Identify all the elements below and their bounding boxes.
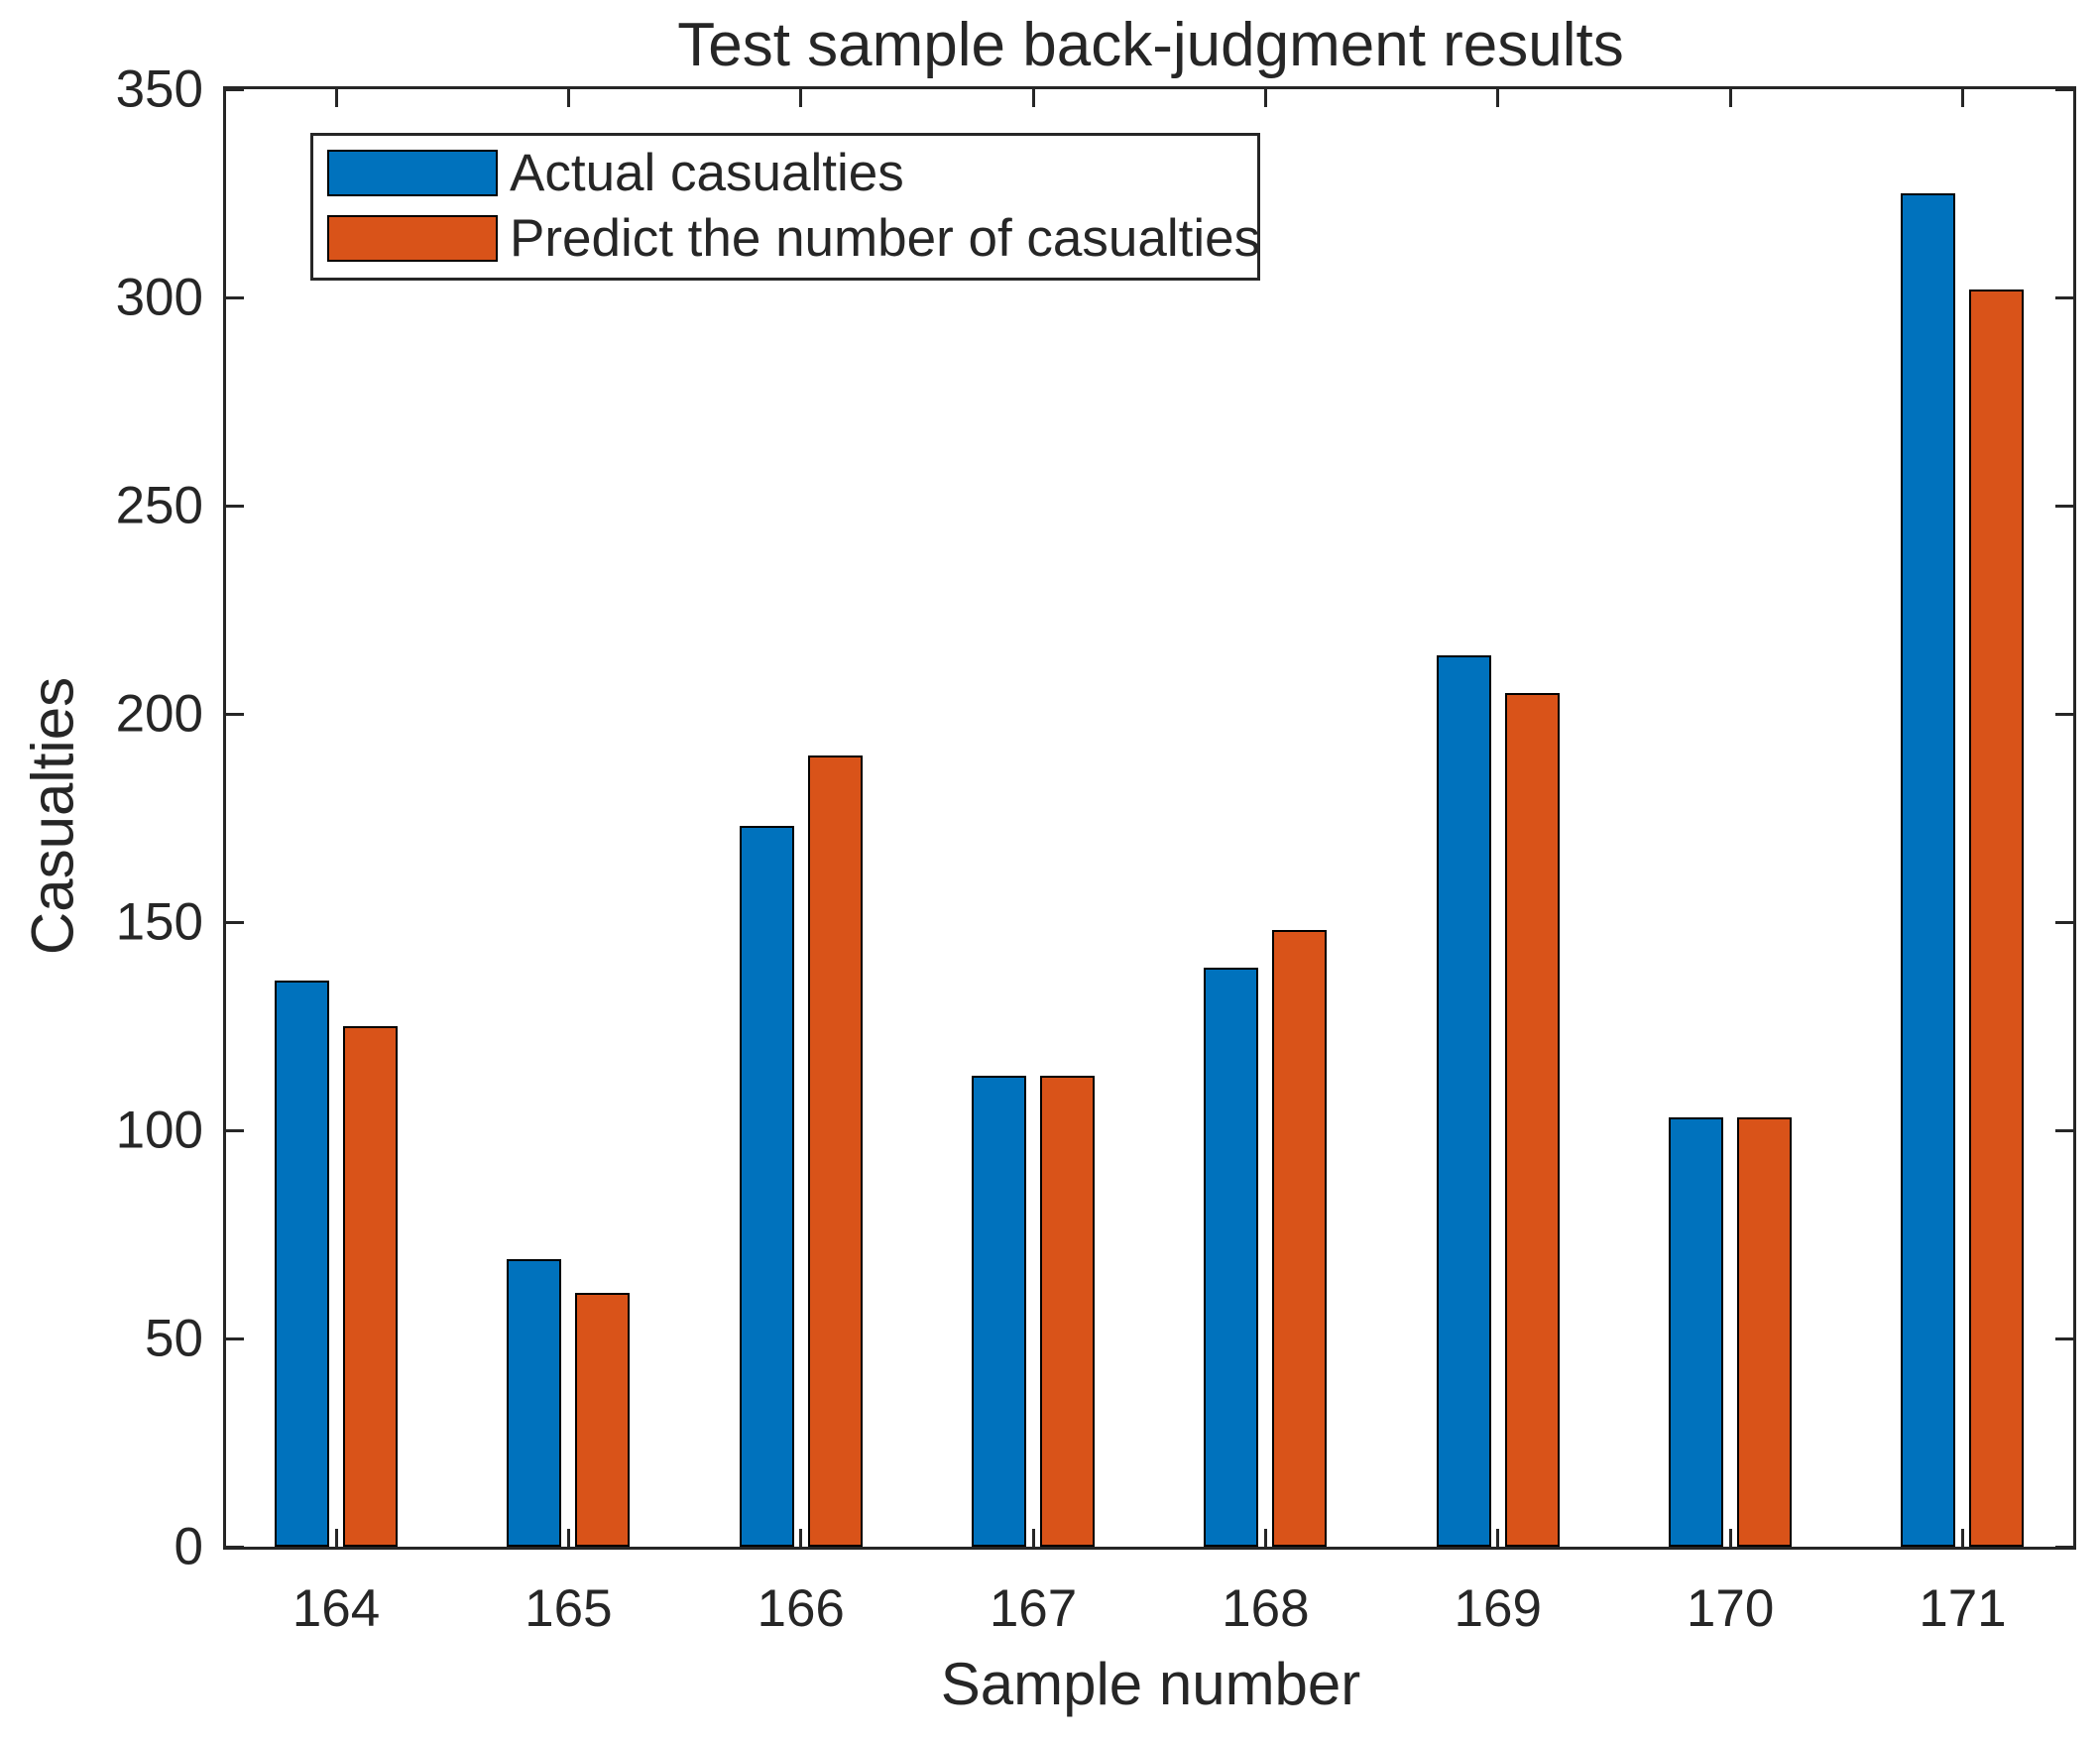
y-tick-right-0 xyxy=(2055,1545,2073,1549)
x-tick-bottom-170 xyxy=(1728,1529,1732,1547)
x-tick-label-170: 170 xyxy=(1686,1579,1775,1638)
y-tick-label-100: 100 xyxy=(115,1101,203,1160)
legend-label-actual: Actual casualties xyxy=(510,144,904,202)
bar-actual-170 xyxy=(1669,1117,1724,1547)
y-tick-right-50 xyxy=(2055,1336,2073,1340)
y-tick-right-100 xyxy=(2055,1128,2073,1132)
y-tick-right-250 xyxy=(2055,504,2073,508)
x-tick-top-164 xyxy=(334,89,338,107)
bar-predict-164 xyxy=(343,1026,398,1547)
bar-actual-167 xyxy=(972,1076,1027,1547)
bar-predict-168 xyxy=(1272,930,1328,1547)
y-tick-left-200 xyxy=(226,712,244,716)
x-tick-bottom-167 xyxy=(1031,1529,1035,1547)
legend: Actual casualties Predict the number of … xyxy=(310,133,1260,281)
x-tick-bottom-169 xyxy=(1496,1529,1500,1547)
x-tick-top-170 xyxy=(1728,89,1732,107)
bar-actual-171 xyxy=(1901,193,1956,1547)
y-tick-left-350 xyxy=(226,87,244,91)
bar-actual-166 xyxy=(739,826,794,1547)
x-tick-bottom-166 xyxy=(799,1529,803,1547)
bar-actual-168 xyxy=(1204,968,1259,1547)
x-tick-label-165: 165 xyxy=(525,1579,613,1638)
bar-predict-171 xyxy=(1969,289,2025,1547)
x-tick-label-167: 167 xyxy=(989,1579,1078,1638)
y-tick-right-150 xyxy=(2055,920,2073,924)
y-tick-right-350 xyxy=(2055,87,2073,91)
y-tick-left-50 xyxy=(226,1336,244,1340)
y-tick-label-50: 50 xyxy=(145,1309,203,1368)
x-tick-top-171 xyxy=(1960,89,1964,107)
x-tick-top-165 xyxy=(566,89,570,107)
y-axis-label: Casualties xyxy=(19,676,86,956)
x-tick-bottom-164 xyxy=(334,1529,338,1547)
y-tick-label-0: 0 xyxy=(174,1517,203,1576)
y-tick-left-150 xyxy=(226,920,244,924)
y-tick-right-200 xyxy=(2055,712,2073,716)
y-tick-label-250: 250 xyxy=(115,476,203,535)
y-tick-left-250 xyxy=(226,504,244,508)
x-tick-label-169: 169 xyxy=(1454,1579,1542,1638)
y-tick-label-300: 300 xyxy=(115,268,203,327)
bar-predict-166 xyxy=(807,755,863,1547)
bar-actual-169 xyxy=(1436,655,1491,1547)
bar-predict-167 xyxy=(1040,1076,1096,1547)
bar-actual-165 xyxy=(507,1259,562,1547)
plot-area xyxy=(223,86,2076,1550)
legend-swatch-actual xyxy=(327,150,498,196)
y-tick-right-300 xyxy=(2055,295,2073,299)
chart-title: Test sample back-judgment results xyxy=(677,11,1624,79)
bar-predict-169 xyxy=(1504,693,1560,1547)
y-tick-left-100 xyxy=(226,1128,244,1132)
x-tick-label-168: 168 xyxy=(1222,1579,1310,1638)
x-tick-top-167 xyxy=(1031,89,1035,107)
x-tick-top-168 xyxy=(1263,89,1267,107)
x-tick-top-169 xyxy=(1496,89,1500,107)
x-tick-label-171: 171 xyxy=(1919,1579,2007,1638)
legend-item-predict: Predict the number of casualties xyxy=(327,209,1260,268)
y-tick-left-300 xyxy=(226,295,244,299)
x-tick-bottom-168 xyxy=(1263,1529,1267,1547)
x-tick-bottom-171 xyxy=(1960,1529,1964,1547)
x-tick-label-164: 164 xyxy=(292,1579,381,1638)
legend-swatch-predict xyxy=(327,215,498,262)
y-tick-label-150: 150 xyxy=(115,892,203,952)
legend-label-predict: Predict the number of casualties xyxy=(510,209,1261,268)
bar-predict-170 xyxy=(1737,1117,1793,1547)
x-tick-bottom-165 xyxy=(566,1529,570,1547)
y-tick-label-200: 200 xyxy=(115,684,203,744)
x-tick-label-166: 166 xyxy=(757,1579,845,1638)
x-axis-label: Sample number xyxy=(940,1651,1361,1717)
bar-predict-165 xyxy=(575,1292,631,1547)
bar-actual-164 xyxy=(275,980,329,1547)
y-tick-label-350: 350 xyxy=(115,59,203,119)
x-tick-top-166 xyxy=(799,89,803,107)
y-tick-left-0 xyxy=(226,1545,244,1549)
legend-item-actual: Actual casualties xyxy=(327,144,1257,202)
